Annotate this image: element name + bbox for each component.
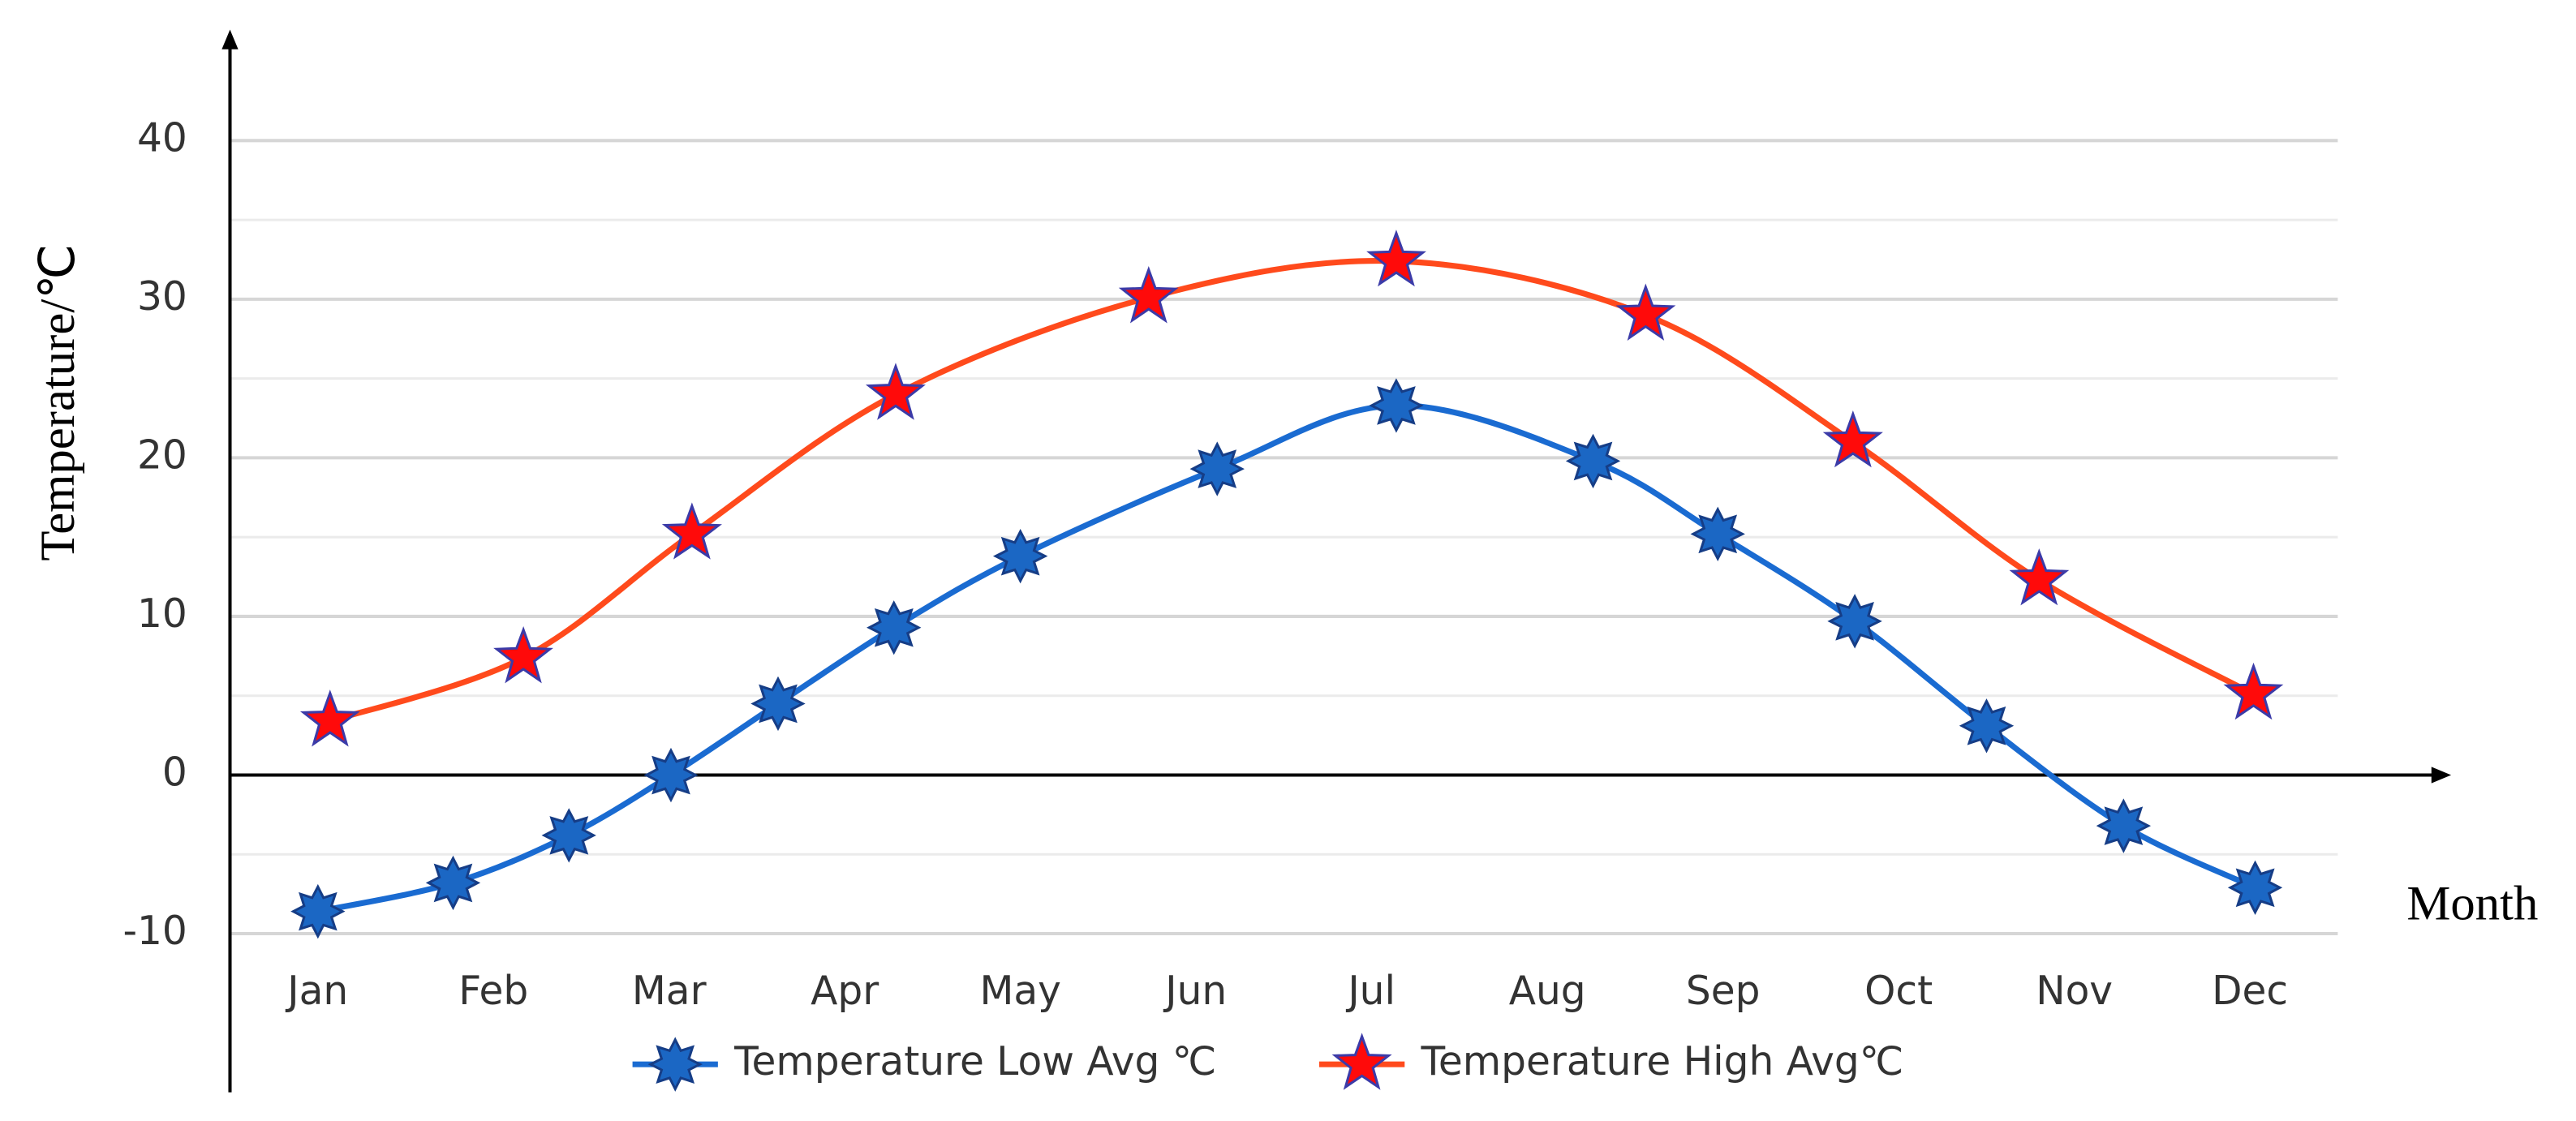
point (750, 676, 806, 732)
x-tick-label: Apr (811, 969, 879, 1014)
point (867, 600, 922, 655)
point (290, 883, 346, 939)
point (493, 625, 553, 684)
point (425, 855, 481, 911)
point (2009, 548, 2070, 606)
x-tick-label: Nov (2036, 969, 2113, 1014)
point (1959, 698, 2015, 754)
point (541, 808, 596, 863)
x-tick-label: Jun (1163, 969, 1227, 1014)
point (865, 363, 926, 420)
legend-label: Temperature High Avg℃ (1421, 1039, 1904, 1084)
y-tick-label: 10 (137, 591, 187, 637)
legend-item: Temperature High Avg℃ (1318, 1033, 1904, 1090)
x-tick-label: Jul (1345, 969, 1396, 1014)
y-tick-label: 30 (137, 274, 187, 320)
y-tick-label: 40 (137, 115, 187, 161)
point (661, 502, 722, 560)
point (2227, 860, 2283, 915)
point (992, 528, 1048, 584)
y-tick-label: -10 (123, 908, 187, 954)
point (1331, 1033, 1392, 1090)
x-axis-arrow (2431, 767, 2452, 784)
x-tick-label: May (979, 969, 1060, 1014)
line (316, 402, 2257, 915)
legend-label: Temperature Low Avg ℃ (733, 1039, 1216, 1084)
point (1189, 441, 1245, 496)
legend-item: Temperature Low Avg ℃ (632, 1037, 1216, 1092)
x-axis-label: Month (2406, 877, 2538, 931)
x-tick-label: Jan (285, 969, 348, 1014)
point (1615, 283, 1676, 341)
x-tick-label: Sep (1686, 969, 1761, 1014)
line (329, 258, 2256, 724)
x-tick-label: Aug (1509, 969, 1586, 1014)
point (1118, 266, 1179, 324)
point (1565, 433, 1621, 489)
y-tick-label: 20 (137, 432, 187, 478)
point (299, 689, 360, 747)
point (1822, 410, 1883, 468)
point (1827, 594, 1882, 649)
y-tick-label: 0 (162, 749, 187, 795)
point (1690, 506, 1745, 561)
series (290, 378, 2283, 939)
y-axis-label: Temperature/℃ (31, 244, 85, 561)
point (643, 747, 699, 803)
point (2096, 798, 2152, 853)
point (1369, 378, 1424, 433)
x-tick-label: Dec (2212, 969, 2288, 1014)
series (299, 230, 2284, 747)
point (1366, 230, 1426, 287)
point (647, 1037, 703, 1092)
x-tick-label: Feb (458, 969, 528, 1014)
y-axis-arrow (221, 29, 239, 49)
x-tick-label: Mar (632, 969, 707, 1014)
x-tick-label: Oct (1864, 969, 1933, 1014)
point (2223, 662, 2284, 720)
